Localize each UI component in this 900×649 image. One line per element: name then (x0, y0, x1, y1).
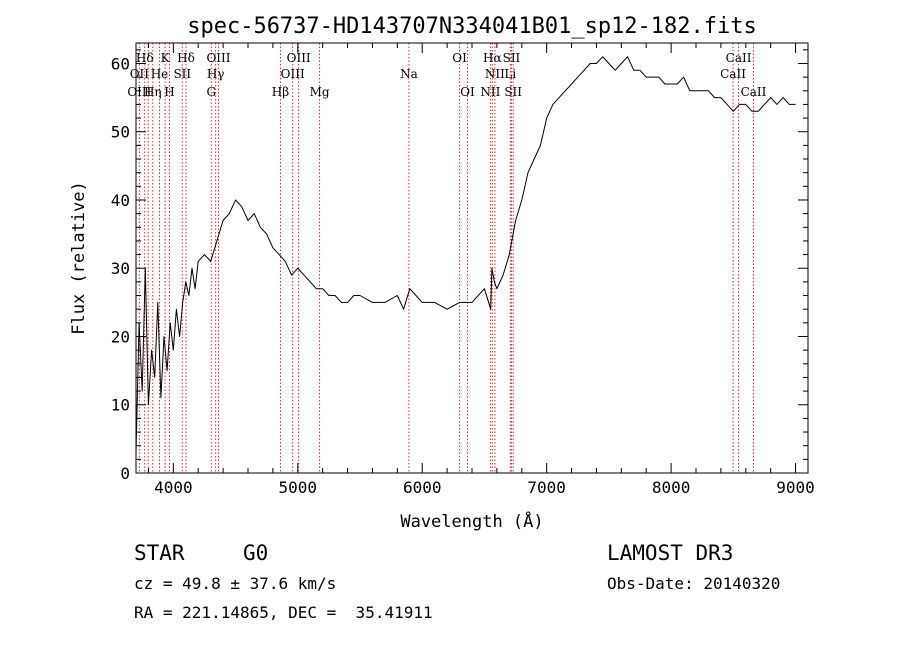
class-label: STAR (134, 541, 185, 565)
line-label: OIII (206, 51, 230, 65)
obs-date-text: Obs-Date: 20140320 (607, 574, 781, 593)
line-label: CaII (726, 51, 752, 65)
x-tick-label: 8000 (652, 478, 691, 497)
y-tick-label: 50 (111, 123, 130, 142)
chart-title: spec-56737-HD143707N334041B01_sp12-182.f… (187, 14, 757, 39)
x-axis-ticks: 4000 5000 6000 7000 8000 9000 (147, 43, 815, 497)
y-tick-label: 20 (111, 327, 130, 346)
spectrum-line (135, 56, 796, 453)
spectral-line-markers (138, 43, 754, 473)
line-label: H (164, 85, 174, 99)
y-tick-label: 10 (111, 396, 130, 415)
line-label: Hγ (207, 67, 225, 81)
y-tick-label: 60 (111, 54, 130, 73)
line-label: Li (504, 67, 516, 81)
line-label: OI (460, 85, 475, 99)
line-label: Hδ (177, 51, 195, 65)
line-label: SII (173, 67, 191, 81)
line-label: OIII (127, 85, 151, 99)
line-label: NII (485, 67, 505, 81)
x-axis-label: Wavelength (Å) (400, 510, 543, 532)
plot-frame (135, 42, 809, 474)
y-axis-label: Flux (relative) (69, 181, 89, 335)
redshift-text: cz = 49.8 ± 37.6 km/s (134, 574, 337, 593)
line-label: CaII (720, 67, 746, 81)
line-label: G (206, 85, 216, 99)
line-label: Na (400, 67, 418, 81)
line-label: Hα (483, 51, 502, 65)
line-label: OIII (281, 67, 305, 81)
line-label: OI (452, 51, 467, 65)
line-label: SII (503, 51, 521, 65)
line-label: NII (480, 85, 500, 99)
line-label: OIII (287, 51, 311, 65)
line-label: Hδ (136, 51, 154, 65)
line-label: K (161, 51, 171, 65)
line-label: OII (130, 67, 150, 81)
y-tick-label: 40 (111, 191, 130, 210)
x-tick-label: 9000 (776, 478, 815, 497)
x-tick-label: 5000 (279, 478, 318, 497)
x-tick-label: 4000 (154, 478, 193, 497)
y-tick-label: 30 (111, 259, 130, 278)
line-label: CaII (741, 85, 767, 99)
line-label: Hη (144, 85, 162, 99)
subclass-label: G0 (243, 541, 269, 565)
line-label: Hβ (272, 85, 289, 99)
line-label: He (151, 67, 169, 81)
x-tick-label: 7000 (527, 478, 566, 497)
survey-label: LAMOST DR3 (607, 541, 734, 565)
line-label: SII (504, 85, 522, 99)
y-axis-ticks: 0 10 20 30 40 50 60 (111, 49, 808, 483)
y-tick-label: 0 (120, 464, 130, 483)
x-tick-label: 6000 (403, 478, 442, 497)
line-label: Mg (310, 85, 330, 99)
coordinates-text: RA = 221.14865, DEC = 35.41911 (134, 603, 433, 622)
spectrum-series (135, 56, 796, 453)
